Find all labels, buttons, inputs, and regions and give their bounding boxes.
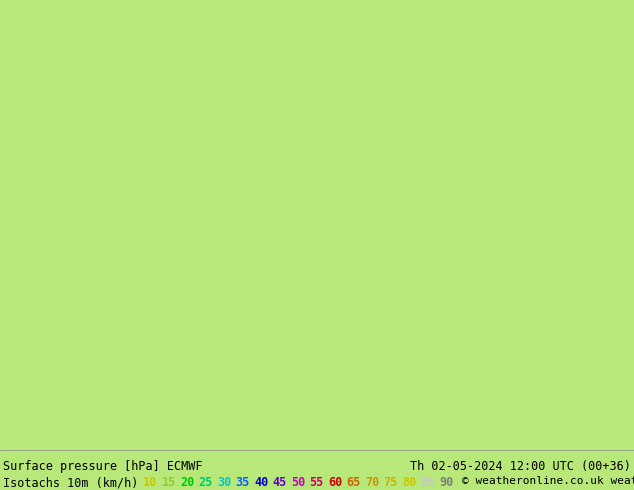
Text: 60: 60 bbox=[328, 476, 342, 489]
Text: Surface pressure [hPa] ECMWF: Surface pressure [hPa] ECMWF bbox=[3, 460, 202, 473]
Text: 70: 70 bbox=[365, 476, 379, 489]
Text: 65: 65 bbox=[347, 476, 361, 489]
Text: 75: 75 bbox=[384, 476, 398, 489]
Text: 80: 80 bbox=[402, 476, 417, 489]
Text: 20: 20 bbox=[180, 476, 194, 489]
Text: 55: 55 bbox=[309, 476, 324, 489]
Text: Isotachs 10m (km/h): Isotachs 10m (km/h) bbox=[3, 476, 138, 489]
Text: 50: 50 bbox=[291, 476, 305, 489]
Text: 15: 15 bbox=[162, 476, 176, 489]
Text: 45: 45 bbox=[273, 476, 287, 489]
Text: 85: 85 bbox=[420, 476, 435, 489]
Text: 90: 90 bbox=[439, 476, 453, 489]
Text: 40: 40 bbox=[254, 476, 268, 489]
Text: 10: 10 bbox=[143, 476, 157, 489]
Text: 25: 25 bbox=[198, 476, 213, 489]
Text: 35: 35 bbox=[235, 476, 250, 489]
Text: 30: 30 bbox=[217, 476, 231, 489]
Text: Th 02-05-2024 12:00 UTC (00+36): Th 02-05-2024 12:00 UTC (00+36) bbox=[410, 460, 631, 473]
Text: © weatheronline.co.uk weatheronline.co.uk: © weatheronline.co.uk weatheronline.co.u… bbox=[462, 476, 634, 486]
